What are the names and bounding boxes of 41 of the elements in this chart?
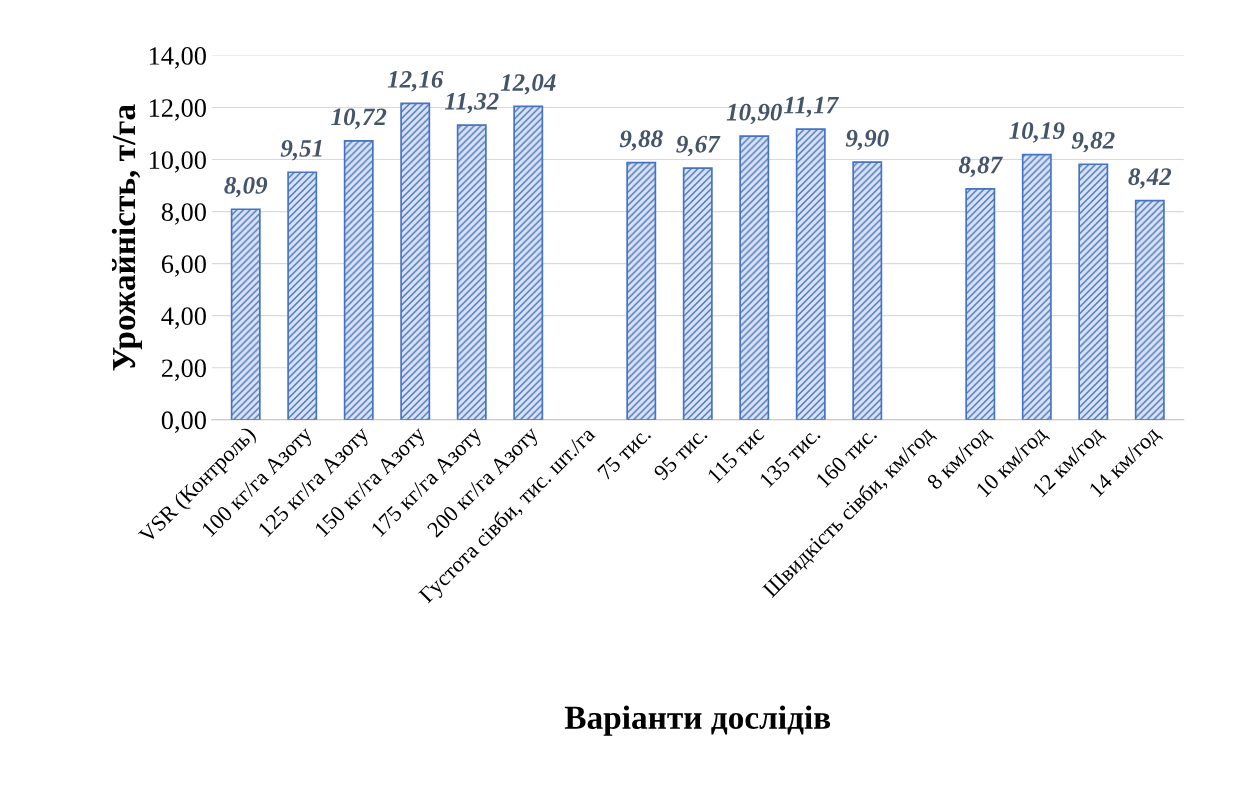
- bar: [682, 167, 713, 420]
- data-label: 8,42: [1128, 168, 1172, 189]
- bar: [626, 161, 657, 420]
- bar: [852, 161, 883, 420]
- data-label: 12,04: [500, 74, 556, 95]
- data-label: 9,51: [280, 140, 322, 161]
- bar: [1021, 153, 1052, 420]
- y-axis-title: Урожайність, т/га: [111, 104, 143, 371]
- bar: [1134, 199, 1165, 420]
- data-label: 9,82: [1071, 131, 1115, 153]
- data-label: 8,87: [958, 156, 1003, 178]
- data-label: 10,72: [331, 108, 387, 129]
- data-label: 10,19: [1009, 122, 1065, 143]
- data-label: 9,67: [676, 135, 721, 157]
- bar: [343, 139, 374, 420]
- bar: [513, 105, 544, 420]
- y-tick-label: 10,00: [149, 151, 206, 173]
- y-tick-label: 8,00: [161, 203, 206, 225]
- data-label: 9,90: [845, 129, 889, 151]
- y-tick-label: 14,00: [149, 47, 206, 69]
- bar: [1078, 163, 1109, 420]
- data-label: 12,16: [387, 71, 444, 92]
- x-tick-label: 75 тис.: [597, 426, 652, 481]
- data-label: 11,17: [783, 96, 840, 118]
- data-label: 8,09: [224, 176, 268, 198]
- data-label: 11,32: [444, 92, 499, 114]
- bar: [230, 208, 261, 420]
- y-tick-label: 4,00: [161, 307, 206, 329]
- bar: [965, 188, 996, 420]
- bar: [795, 128, 826, 420]
- data-label: 9,88: [619, 130, 663, 151]
- bar: [456, 124, 487, 420]
- data-label: 10,90: [726, 103, 782, 125]
- y-tick-label: 6,00: [161, 255, 206, 277]
- x-tick-label: 95 тис.: [652, 426, 708, 482]
- bar: [287, 171, 318, 420]
- x-axis-title: Варіанти дослідів: [564, 705, 831, 736]
- bar: [739, 135, 770, 420]
- y-tick-label: 12,00: [149, 99, 206, 121]
- y-tick-label: 2,00: [161, 359, 206, 381]
- bar: [400, 102, 431, 420]
